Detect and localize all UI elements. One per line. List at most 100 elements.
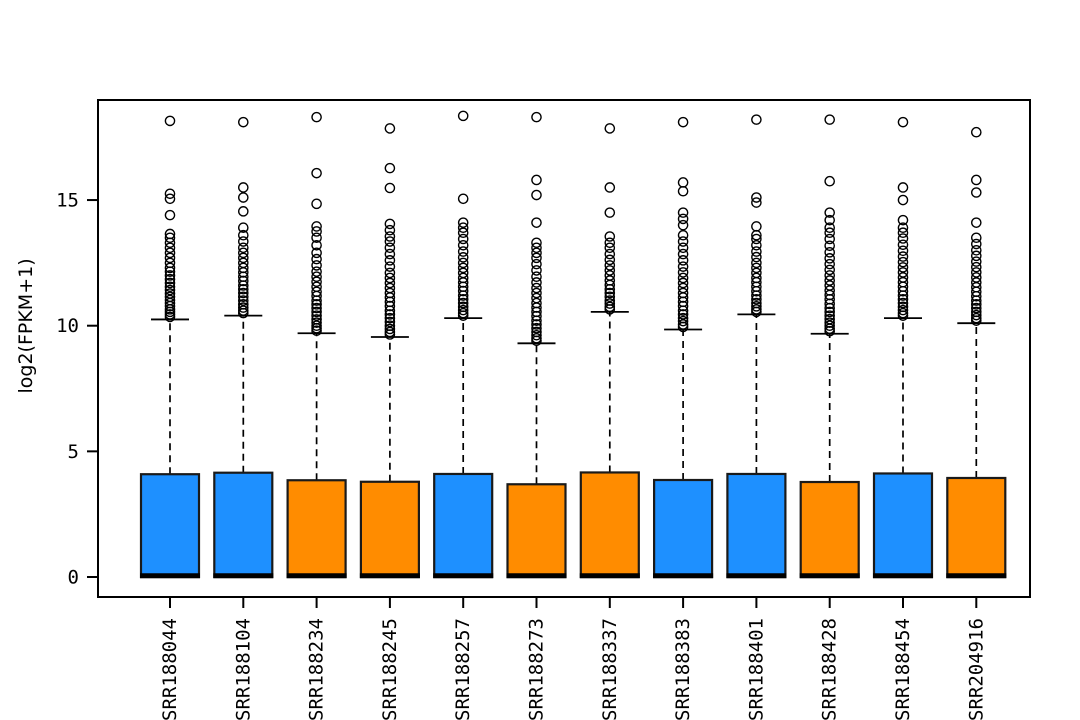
outlier-point [311, 260, 322, 271]
outlier-point [457, 267, 469, 279]
x-tick-label-SRR188401: SRR188401 [745, 618, 767, 720]
outlier-point [457, 272, 469, 284]
outlier-point [531, 189, 542, 201]
outlier-point [311, 232, 322, 244]
outlier-point [237, 262, 249, 274]
outlier-point [384, 287, 396, 299]
outlier-point [531, 326, 542, 338]
outlier-point [971, 238, 982, 250]
outlier-point [311, 198, 322, 210]
outlier-point [457, 252, 469, 263]
outlier-point [677, 185, 689, 197]
outlier-point [311, 310, 322, 321]
outlier-point [751, 262, 762, 274]
outlier-point [311, 320, 322, 332]
outlier-point [824, 313, 836, 325]
outlier-point [824, 227, 836, 239]
outlier-point [604, 242, 616, 254]
outlier-point [531, 258, 542, 270]
box-SRR188401 [726, 472, 787, 579]
outlier-point [824, 280, 836, 291]
box-SRR188454 [872, 472, 934, 579]
outlier-point [531, 265, 542, 276]
outlier-point [897, 304, 909, 316]
outlier-point [457, 227, 469, 239]
x-tick-label-SRR204916: SRR204916 [965, 618, 987, 720]
outlier-point [677, 177, 689, 188]
outlier-point [751, 246, 762, 257]
outlier-point [677, 312, 689, 324]
x-tick-label-SRR188234: SRR188234 [306, 618, 328, 720]
outlier-point [237, 116, 249, 128]
outlier-point [971, 232, 982, 244]
outlier-point [384, 236, 396, 247]
outlier-point [531, 247, 542, 259]
outlier-point [824, 306, 836, 318]
outlier-point [824, 285, 836, 296]
outlier-point [751, 239, 762, 251]
x-tick-label-SRR188273: SRR188273 [526, 618, 548, 720]
outlier-point [311, 299, 322, 310]
outlier-point [164, 277, 176, 289]
outlier-point [897, 182, 909, 193]
outlier-point [384, 316, 396, 328]
outlier-point [311, 302, 322, 314]
box-SRR188245 [359, 480, 420, 579]
outlier-point [604, 231, 616, 242]
outlier-point [237, 299, 249, 310]
outlier-point [751, 304, 762, 315]
outlier-point [457, 110, 469, 122]
outlier-point [237, 229, 249, 241]
outlier-point [164, 273, 176, 285]
outlier-point [457, 222, 469, 233]
outlier-point [604, 260, 616, 271]
outlier-point [677, 267, 689, 278]
box-SRR188273 [506, 483, 567, 579]
outlier-point [531, 242, 542, 254]
outlier-point [604, 270, 616, 281]
outlier-point [604, 301, 616, 313]
outlier-point [311, 317, 322, 328]
outlier-point [677, 315, 689, 327]
outlier-point [531, 174, 542, 186]
outlier-point [971, 309, 982, 321]
outlier-point [751, 294, 762, 305]
outlier-point [677, 282, 689, 294]
outlier-point [457, 217, 469, 228]
outlier-point [824, 240, 836, 252]
outlier-point [384, 267, 396, 279]
outlier-point [751, 197, 762, 208]
outlier-point [164, 247, 176, 259]
box-SRR188337 [579, 471, 640, 579]
outlier-point [311, 226, 322, 237]
outlier-point [824, 258, 836, 270]
outlier-point [237, 252, 249, 264]
outlier-point [677, 255, 689, 266]
outlier-point [311, 111, 322, 123]
box-SRR188428 [799, 480, 860, 579]
outlier-point [604, 248, 616, 260]
plot-frame [97, 99, 1031, 598]
outlier-point [384, 224, 396, 236]
outlier-point [457, 307, 469, 319]
outlier-point [164, 242, 176, 254]
x-tick-label-SRR188257: SRR188257 [452, 618, 474, 720]
outlier-point [824, 270, 836, 281]
x-tick-label-SRR188044: SRR188044 [159, 618, 181, 720]
outlier-point [897, 251, 909, 262]
outlier-point [677, 219, 689, 231]
outlier-point [164, 281, 176, 293]
outlier-point [384, 272, 396, 284]
outlier-point [164, 270, 176, 281]
outlier-point [677, 261, 689, 272]
outlier-point [604, 254, 616, 266]
outlier-point [237, 283, 249, 295]
outlier-point [897, 194, 909, 206]
outlier-point [677, 207, 689, 218]
outlier-point [604, 295, 616, 306]
box-SRR188044 [139, 473, 201, 579]
outlier-point [384, 162, 396, 174]
outlier-point [824, 207, 836, 218]
outlier-point [237, 295, 249, 306]
